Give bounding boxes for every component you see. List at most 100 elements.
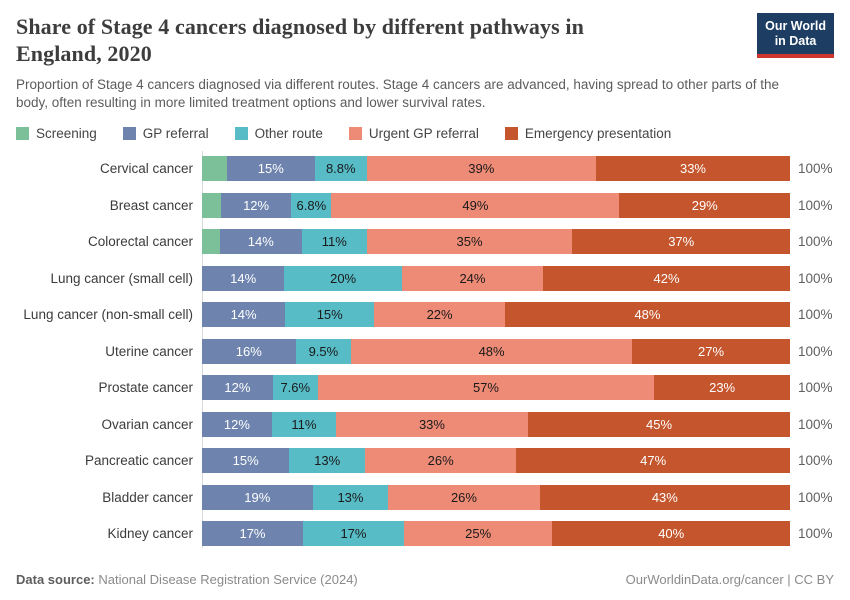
- category-label: Cervical cancer: [99, 161, 193, 176]
- category-label: Pancreatic cancer: [84, 453, 193, 468]
- legend-swatch-icon: [504, 127, 518, 140]
- bar-segment-emergency-presentation: 47%: [516, 448, 790, 473]
- stacked-bar: 14% 11% 35% 37%: [202, 229, 790, 254]
- bar-segment-urgent-gp-referral: 26%: [365, 448, 517, 473]
- chart-row: Breast cancer 12% 6.8% 49% 29% 100%: [0, 192, 850, 218]
- legend-item-emergency-presentation[interactable]: Emergency presentation: [504, 126, 671, 141]
- bar-segment-other-route: 8.8%: [314, 156, 367, 181]
- chart-row: Kidney cancer 17% 17% 25% 40% 100%: [0, 521, 850, 546]
- total-label: 100%: [798, 380, 833, 395]
- stacked-bar: 12% 7.6% 57% 23%: [202, 375, 790, 400]
- legend-label: Other route: [254, 126, 323, 141]
- stacked-bar: 14% 15% 22% 48%: [202, 302, 791, 327]
- category-label: Lung cancer (non-small cell): [23, 307, 193, 322]
- category-label: Lung cancer (small cell): [50, 270, 193, 286]
- legend-swatch-icon: [348, 127, 362, 140]
- chart-row: Lung cancer (small cell) 14% 20% 24% 42% 100%: [0, 265, 850, 291]
- stacked-bar: 16% 9.5% 48% 27%: [202, 338, 790, 364]
- footer: Data source: National Disease Registrati…: [0, 572, 850, 587]
- bar-segment-other-route: 9.5%: [295, 338, 352, 364]
- category-label: Prostate cancer: [98, 380, 193, 395]
- bar-segment-screening: [202, 156, 227, 181]
- header: Share of Stage 4 cancers diagnosed by di…: [0, 0, 850, 67]
- bar-segment-emergency-presentation: 33%: [595, 156, 791, 181]
- bar-segment-urgent-gp-referral: 35%: [366, 229, 573, 254]
- legend-label: Urgent GP referral: [368, 126, 479, 141]
- data-source-text: National Disease Registration Service (2…: [94, 572, 358, 587]
- category-label: Ovarian cancer: [101, 416, 193, 432]
- bar-segment-emergency-presentation: 43%: [539, 484, 790, 510]
- bar-segment-urgent-gp-referral: 33%: [335, 411, 529, 437]
- stacked-bar: 17% 17% 25% 40%: [202, 521, 790, 546]
- bar-segment-emergency-presentation: 48%: [504, 302, 791, 327]
- bar-segment-other-route: 11%: [271, 411, 336, 437]
- category-label: Bladder cancer: [102, 489, 193, 505]
- owid-logo-line-2: in Data: [774, 34, 817, 48]
- legend-item-other-route[interactable]: Other route: [234, 126, 323, 141]
- legend-item-gp-referral[interactable]: GP referral: [122, 126, 209, 141]
- bar-segment-urgent-gp-referral: 26%: [388, 484, 540, 510]
- owid-logo-line-1: Our World: [765, 19, 826, 33]
- category-label: Colorectal cancer: [87, 234, 193, 249]
- data-source-label: Data source:: [16, 572, 95, 587]
- total-label: 100%: [798, 161, 833, 176]
- stacked-bar: 19% 13% 26% 43%: [202, 484, 790, 510]
- bar-segment-gp-referral: 14%: [202, 265, 285, 291]
- chart-row: Ovarian cancer 12% 11% 33% 45% 100%: [0, 411, 850, 437]
- bar-segment-screening: [202, 229, 220, 254]
- legend-swatch-icon: [16, 127, 29, 140]
- bar-segment-other-route: 15%: [285, 302, 375, 327]
- legend-swatch-icon: [234, 127, 248, 140]
- bar-segment-gp-referral: 15%: [226, 156, 315, 181]
- total-label: 100%: [798, 234, 833, 249]
- total-label: 100%: [798, 197, 833, 213]
- bar-segment-emergency-presentation: 45%: [528, 411, 791, 437]
- chart-row: Pancreatic cancer 15% 13% 26% 47% 100%: [0, 448, 850, 473]
- stacked-bar: 12% 11% 33% 45%: [202, 411, 791, 437]
- legend: Screening GP referral Other route Urgent GP…: [0, 111, 850, 141]
- bar-segment-other-route: 13%: [289, 448, 366, 473]
- bar-segment-emergency-presentation: 37%: [572, 229, 790, 254]
- bar-segment-urgent-gp-referral: 24%: [401, 265, 544, 291]
- chart-row: Lung cancer (non-small cell) 14% 15% 22% 48%…: [0, 302, 850, 327]
- legend-item-screening[interactable]: Screening: [16, 126, 97, 141]
- chart-subtitle: Proportion of Stage 4 cancers diagnosed …: [16, 77, 779, 110]
- bar-segment-screening: [202, 192, 221, 218]
- stacked-bar: 14% 20% 24% 42%: [202, 265, 790, 291]
- stacked-bar: 15% 8.8% 39% 33%: [202, 156, 791, 181]
- bar-segment-gp-referral: 12%: [202, 375, 273, 400]
- bar-segment-other-route: 11%: [301, 229, 367, 254]
- bar-segment-gp-referral: 15%: [202, 448, 290, 473]
- legend-swatch-icon: [122, 127, 136, 140]
- data-source-note: Data source: National Disease Registrati…: [16, 572, 358, 587]
- chart-row: Bladder cancer 19% 13% 26% 43% 100%: [0, 484, 850, 510]
- page-title-line-2: England, 2020: [16, 41, 152, 66]
- bar-segment-emergency-presentation: 27%: [632, 338, 790, 364]
- bar-segment-gp-referral: 17%: [202, 521, 303, 546]
- total-label: 100%: [798, 343, 833, 359]
- bar-segment-emergency-presentation: 42%: [543, 265, 790, 291]
- category-label: Uterine cancer: [105, 343, 193, 359]
- chart-row: Uterine cancer 16% 9.5% 48% 27% 100%: [0, 338, 850, 364]
- owid-logo[interactable]: Our World in Data: [757, 13, 834, 58]
- bar-segment-urgent-gp-referral: 49%: [331, 192, 620, 218]
- legend-item-urgent-gp-referral[interactable]: Urgent GP referral: [348, 126, 479, 141]
- bar-segment-gp-referral: 14%: [219, 229, 302, 254]
- chart-rows: Cervical cancer 15% 8.8% 39% 33% 100% Breast c…: [0, 156, 850, 546]
- bar-segment-gp-referral: 12%: [220, 192, 292, 218]
- page-title: Share of Stage 4 cancers diagnosed by di…: [16, 13, 716, 67]
- legend-label: GP referral: [142, 126, 209, 141]
- bar-segment-other-route: 20%: [284, 265, 402, 291]
- stacked-bar: 12% 6.8% 49% 29%: [202, 192, 790, 218]
- bar-segment-other-route: 13%: [312, 484, 389, 510]
- bar-segment-urgent-gp-referral: 25%: [403, 521, 553, 546]
- bar-segment-emergency-presentation: 29%: [619, 192, 790, 218]
- total-label: 100%: [798, 526, 833, 541]
- legend-label: Screening: [36, 126, 97, 141]
- bar-segment-other-route: 17%: [302, 521, 404, 546]
- total-label: 100%: [798, 270, 833, 286]
- credit-link[interactable]: OurWorldinData.org/cancer | CC BY: [625, 572, 834, 587]
- bar-segment-urgent-gp-referral: 22%: [374, 302, 505, 327]
- stacked-bar: 15% 13% 26% 47%: [202, 448, 790, 473]
- bar-segment-other-route: 6.8%: [291, 192, 332, 218]
